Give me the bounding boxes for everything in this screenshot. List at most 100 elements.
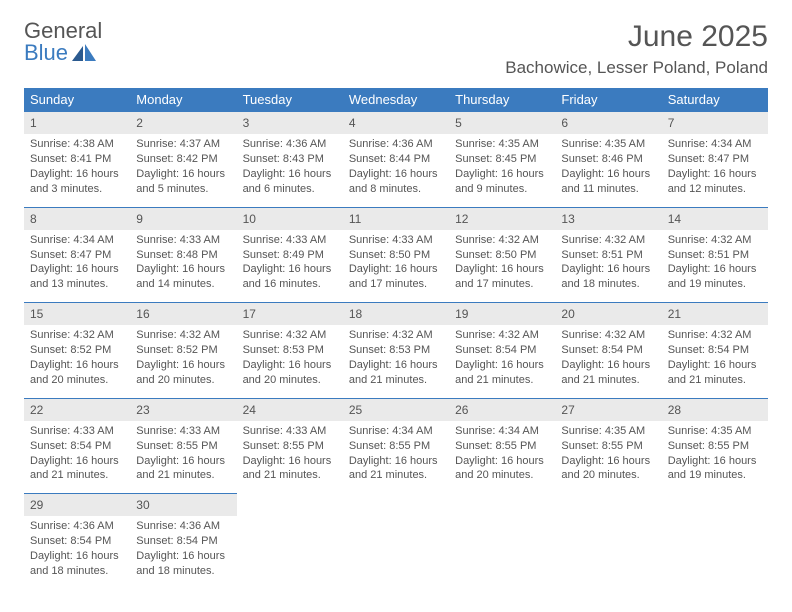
day-content-row: Sunrise: 4:34 AMSunset: 8:47 PM Daylight:… — [24, 230, 768, 303]
weekday-header-row: Sunday Monday Tuesday Wednesday Thursday… — [24, 88, 768, 112]
day-number-cell: 3 — [237, 112, 343, 135]
sunrise-line: Sunrise: 4:33 AM — [30, 424, 124, 439]
sunrise-line: Sunrise: 4:32 AM — [30, 328, 124, 343]
logo-text-blue: Blue — [24, 42, 68, 64]
sunrise-line: Sunrise: 4:32 AM — [561, 233, 655, 248]
daylight-line: Daylight: 16 hours and 21 minutes. — [561, 358, 655, 388]
sunrise-line: Sunrise: 4:32 AM — [668, 233, 762, 248]
day-number-cell: 20 — [555, 303, 661, 326]
daylight-line: Daylight: 16 hours and 3 minutes. — [30, 167, 124, 197]
day-number-cell: 22 — [24, 398, 130, 421]
sunset-line: Sunset: 8:50 PM — [349, 248, 443, 263]
logo-row: Blue — [24, 42, 102, 64]
daylight-line: Daylight: 16 hours and 21 minutes. — [668, 358, 762, 388]
sunrise-line: Sunrise: 4:32 AM — [349, 328, 443, 343]
day-content-row: Sunrise: 4:38 AMSunset: 8:41 PMDaylight:… — [24, 134, 768, 207]
day-content-cell: Sunrise: 4:34 AMSunset: 8:47 PMDaylight:… — [24, 230, 130, 303]
daylight-line: Daylight: 16 hours and 8 minutes. — [349, 167, 443, 197]
weekday-header: Monday — [130, 88, 236, 112]
sunrise-line: Sunrise: 4:34 AM — [30, 233, 124, 248]
sunrise-line: Sunrise: 4:35 AM — [455, 137, 549, 152]
sunrise-line: Sunrise: 4:38 AM — [30, 137, 124, 152]
day-number-cell: 17 — [237, 303, 343, 326]
day-number-cell: 12 — [449, 207, 555, 230]
calendar-body: 1234567Sunrise: 4:38 AMSunset: 8:41 PMDa… — [24, 112, 768, 589]
day-content-cell: Sunrise: 4:33 AMSunset: 8:55 PMDaylight:… — [237, 421, 343, 494]
sunrise-line: Sunrise: 4:33 AM — [243, 233, 337, 248]
day-number-cell: 27 — [555, 398, 661, 421]
day-number-cell: 30 — [130, 494, 236, 517]
sunrise-line: Sunrise: 4:33 AM — [136, 233, 230, 248]
day-content-cell: Sunrise: 4:32 AMSunset: 8:54 PMDaylight:… — [555, 325, 661, 398]
daylight-line: Daylight: 16 hours and 21 minutes. — [136, 454, 230, 484]
daylight-line: Daylight: 16 hours and 18 minutes. — [136, 549, 230, 579]
sunset-line: Sunset: 8:44 PM — [349, 152, 443, 167]
sunrise-line: Sunrise: 4:36 AM — [136, 519, 230, 534]
daylight-line: Daylight: 16 hours and 20 minutes. — [243, 358, 337, 388]
sunrise-line: Sunrise: 4:36 AM — [243, 137, 337, 152]
day-number-row: 2930 — [24, 494, 768, 517]
day-content-cell: Sunrise: 4:36 AMSunset: 8:54 PMDaylight:… — [24, 516, 130, 588]
day-number-cell: 16 — [130, 303, 236, 326]
sunset-line: Sunset: 8:54 PM — [30, 439, 124, 454]
day-content-cell: Sunrise: 4:34 AMSunset: 8:55 PMDaylight:… — [449, 421, 555, 494]
day-number-row: 891011121314 — [24, 207, 768, 230]
sunrise-line: Sunrise: 4:32 AM — [243, 328, 337, 343]
sunset-line: Sunset: 8:55 PM — [349, 439, 443, 454]
daylight-line: Daylight: 16 hours and 16 minutes. — [243, 262, 337, 292]
sunset-line: Sunset: 8:49 PM — [243, 248, 337, 263]
day-number-cell: 25 — [343, 398, 449, 421]
day-number-cell: 10 — [237, 207, 343, 230]
day-content-cell: Sunrise: 4:36 AMSunset: 8:54 PMDaylight:… — [130, 516, 236, 588]
day-content-cell: Sunrise: 4:33 AMSunset: 8:50 PMDaylight:… — [343, 230, 449, 303]
weekday-header: Tuesday — [237, 88, 343, 112]
day-number-cell — [343, 494, 449, 517]
sunset-line: Sunset: 8:52 PM — [30, 343, 124, 358]
daylight-line: Daylight: 16 hours and 9 minutes. — [455, 167, 549, 197]
day-content-cell: Sunrise: 4:33 AMSunset: 8:49 PMDaylight:… — [237, 230, 343, 303]
day-content-cell: Sunrise: 4:34 AMSunset: 8:47 PMDaylight:… — [662, 134, 768, 207]
sunrise-line: Sunrise: 4:32 AM — [455, 328, 549, 343]
daylight-line: Daylight: 16 hours and 21 minutes. — [243, 454, 337, 484]
day-content-cell: Sunrise: 4:32 AMSunset: 8:52 PMDaylight:… — [130, 325, 236, 398]
day-number-row: 15161718192021 — [24, 303, 768, 326]
day-number-cell: 2 — [130, 112, 236, 135]
day-content-cell: Sunrise: 4:32 AMSunset: 8:53 PMDaylight:… — [343, 325, 449, 398]
day-number-cell: 8 — [24, 207, 130, 230]
day-content-row: Sunrise: 4:32 AMSunset: 8:52 PMDaylight:… — [24, 325, 768, 398]
sunrise-line: Sunrise: 4:35 AM — [561, 137, 655, 152]
daylight-line: Daylight: 16 hours and 21 minutes. — [455, 358, 549, 388]
sunrise-line: Sunrise: 4:37 AM — [136, 137, 230, 152]
sunset-line: Sunset: 8:45 PM — [455, 152, 549, 167]
day-number-row: 1234567 — [24, 112, 768, 135]
daylight-line: Daylight: 16 hours and 18 minutes. — [30, 549, 124, 579]
daylight-line: Daylight: 16 hours and 17 minutes. — [455, 262, 549, 292]
location: Bachowice, Lesser Poland, Poland — [505, 58, 768, 78]
daylight-line: Daylight: 16 hours and 14 minutes. — [136, 262, 230, 292]
sunset-line: Sunset: 8:47 PM — [668, 152, 762, 167]
day-number-cell: 21 — [662, 303, 768, 326]
weekday-header: Wednesday — [343, 88, 449, 112]
sunset-line: Sunset: 8:47 PM — [30, 248, 124, 263]
day-number-cell: 19 — [449, 303, 555, 326]
sunset-line: Sunset: 8:54 PM — [668, 343, 762, 358]
daylight-line: Daylight: 16 hours and 20 minutes. — [136, 358, 230, 388]
sunrise-line: Sunrise: 4:33 AM — [243, 424, 337, 439]
sunset-line: Sunset: 8:54 PM — [30, 534, 124, 549]
sunset-line: Sunset: 8:54 PM — [561, 343, 655, 358]
day-number-cell: 28 — [662, 398, 768, 421]
day-content-cell: Sunrise: 4:32 AMSunset: 8:54 PMDaylight:… — [449, 325, 555, 398]
sunset-line: Sunset: 8:54 PM — [136, 534, 230, 549]
daylight-line: Daylight: 16 hours and 12 minutes. — [668, 167, 762, 197]
sunrise-line: Sunrise: 4:34 AM — [455, 424, 549, 439]
day-content-cell: Sunrise: 4:32 AMSunset: 8:51 PMDaylight:… — [662, 230, 768, 303]
header: General Blue June 2025 Bachowice, Lesser… — [24, 20, 768, 78]
sunset-line: Sunset: 8:51 PM — [561, 248, 655, 263]
sunset-line: Sunset: 8:53 PM — [349, 343, 443, 358]
daylight-line: Daylight: 16 hours and 20 minutes. — [561, 454, 655, 484]
sunset-line: Sunset: 8:54 PM — [455, 343, 549, 358]
sunset-line: Sunset: 8:55 PM — [455, 439, 549, 454]
sunset-line: Sunset: 8:43 PM — [243, 152, 337, 167]
month-title: June 2025 — [505, 20, 768, 54]
sunrise-line: Sunrise: 4:34 AM — [349, 424, 443, 439]
